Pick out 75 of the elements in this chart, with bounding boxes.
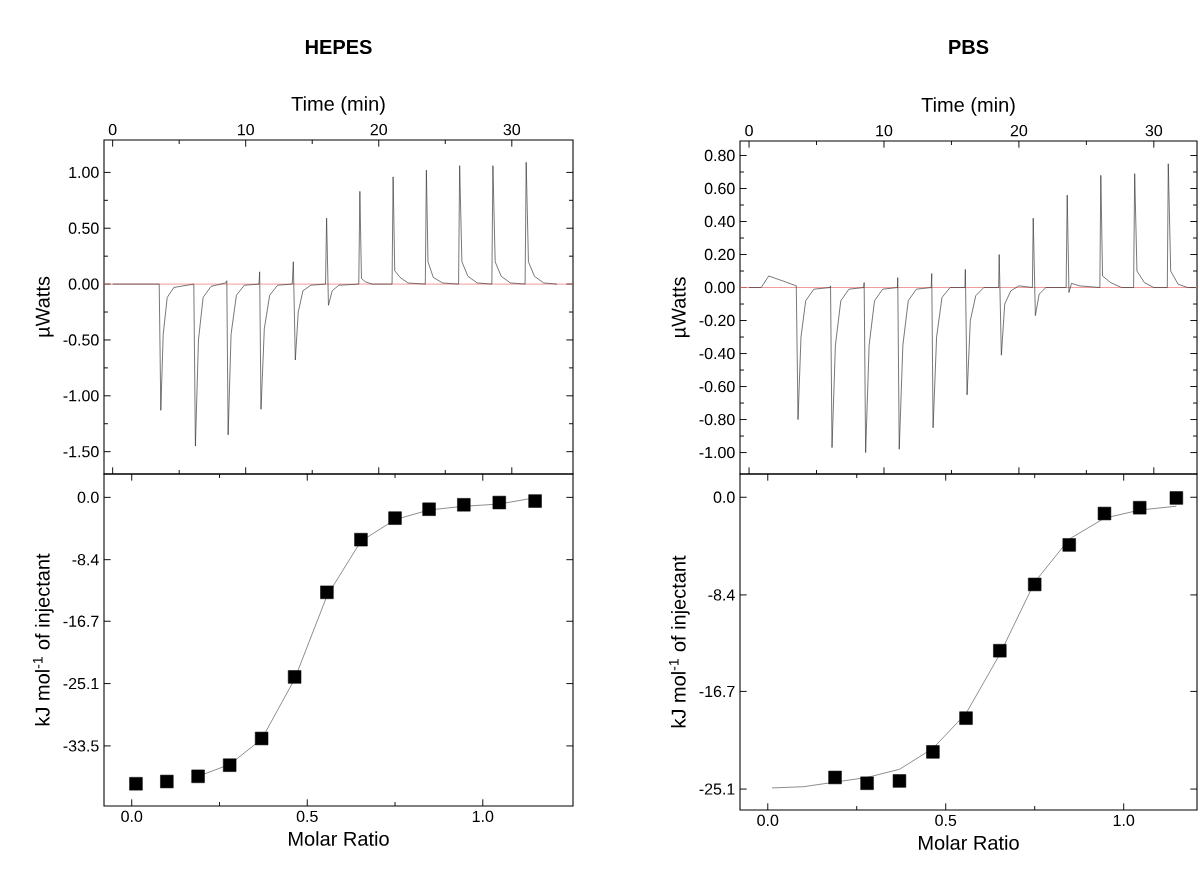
y-tick-label: -1.50 [63, 446, 99, 458]
point [926, 745, 940, 759]
x-tick-label: 1.0 [472, 810, 494, 823]
point [1062, 538, 1076, 552]
point [287, 670, 302, 684]
x-tick-label: 1.0 [1113, 814, 1135, 827]
y-tick-label: -8.4 [708, 589, 735, 601]
y-tick-label: -0.40 [699, 347, 735, 360]
point [354, 532, 368, 547]
x-axis-title: Time (min) [291, 96, 385, 115]
y-tick-label: -8.4 [72, 554, 99, 566]
x-tick-label: 10 [238, 123, 254, 136]
line-series [748, 163, 1196, 453]
line-series [112, 162, 558, 447]
y-axis-title: kJ mol$^{-1}$ of injectant [32, 553, 54, 726]
y-tick-label: -33.5 [63, 740, 99, 752]
point [457, 498, 471, 512]
point [388, 511, 402, 525]
y-axis-title: µWatts [671, 277, 690, 338]
point [492, 495, 506, 510]
x-axis-title: Molar Ratio [919, 835, 1019, 850]
x-tick-label: 0.5 [935, 814, 957, 827]
point [993, 644, 1007, 658]
x-tick-label: 0.0 [121, 810, 143, 823]
y-tick-label: -0.80 [699, 413, 735, 426]
y-tick-label: 1.00 [69, 166, 99, 179]
y-tick-label: -1.00 [699, 446, 735, 459]
y-axis-title: µWatts [35, 276, 54, 337]
y-tick-label: 0.40 [704, 215, 735, 228]
y-tick-label: 0.00 [704, 281, 735, 294]
point [860, 776, 874, 790]
chart-title: PBS [949, 39, 989, 55]
point [191, 769, 205, 783]
y-tick-label: 0.20 [704, 248, 735, 261]
y-tick-label: -0.20 [699, 314, 735, 327]
y-tick-label: -0.60 [699, 380, 735, 393]
y-tick-label: -0.50 [63, 334, 99, 346]
y-tick-label: -25.1 [63, 677, 99, 690]
point [1169, 491, 1184, 505]
point [828, 770, 842, 785]
point [129, 777, 143, 791]
y-tick-label: 0.50 [68, 222, 99, 234]
point [320, 585, 334, 599]
x-tick-label: 20 [1010, 124, 1028, 137]
x-tick-label: 30 [503, 123, 521, 136]
point [223, 758, 237, 772]
y-tick-label: 0.0 [77, 491, 99, 504]
point [1133, 501, 1147, 515]
x-axis-title: Molar Ratio [289, 831, 389, 846]
point [254, 731, 269, 746]
y-tick-label: -16.7 [63, 615, 99, 627]
point [892, 774, 907, 788]
x-tick-label: 0.0 [757, 814, 779, 827]
x-tick-label: 0 [745, 124, 753, 137]
y-tick-label: -1.00 [63, 390, 99, 402]
x-tick-label: 10 [876, 124, 893, 137]
point [528, 494, 542, 508]
y-tick-label: -16.7 [699, 685, 735, 698]
x-axis-title: Time (min) [921, 97, 1015, 116]
y-tick-label: 0.0 [713, 491, 735, 503]
point [422, 502, 436, 516]
y-axis-title: kJ mol$^{-1}$ of injectant [668, 555, 690, 728]
x-tick-label: 0.5 [296, 810, 318, 823]
x-tick-label: 0 [108, 123, 117, 136]
point [1097, 506, 1112, 521]
point [160, 774, 174, 789]
x-tick-label: 30 [1145, 124, 1163, 137]
point [1028, 577, 1042, 592]
y-tick-label: 0.80 [704, 149, 735, 162]
y-tick-label: -25.1 [699, 783, 735, 795]
y-tick-label: 0.00 [68, 278, 99, 290]
chart-title: HEPES [305, 39, 372, 55]
y-tick-label: 0.60 [704, 182, 735, 195]
point [959, 711, 973, 725]
x-tick-label: 20 [370, 123, 388, 136]
